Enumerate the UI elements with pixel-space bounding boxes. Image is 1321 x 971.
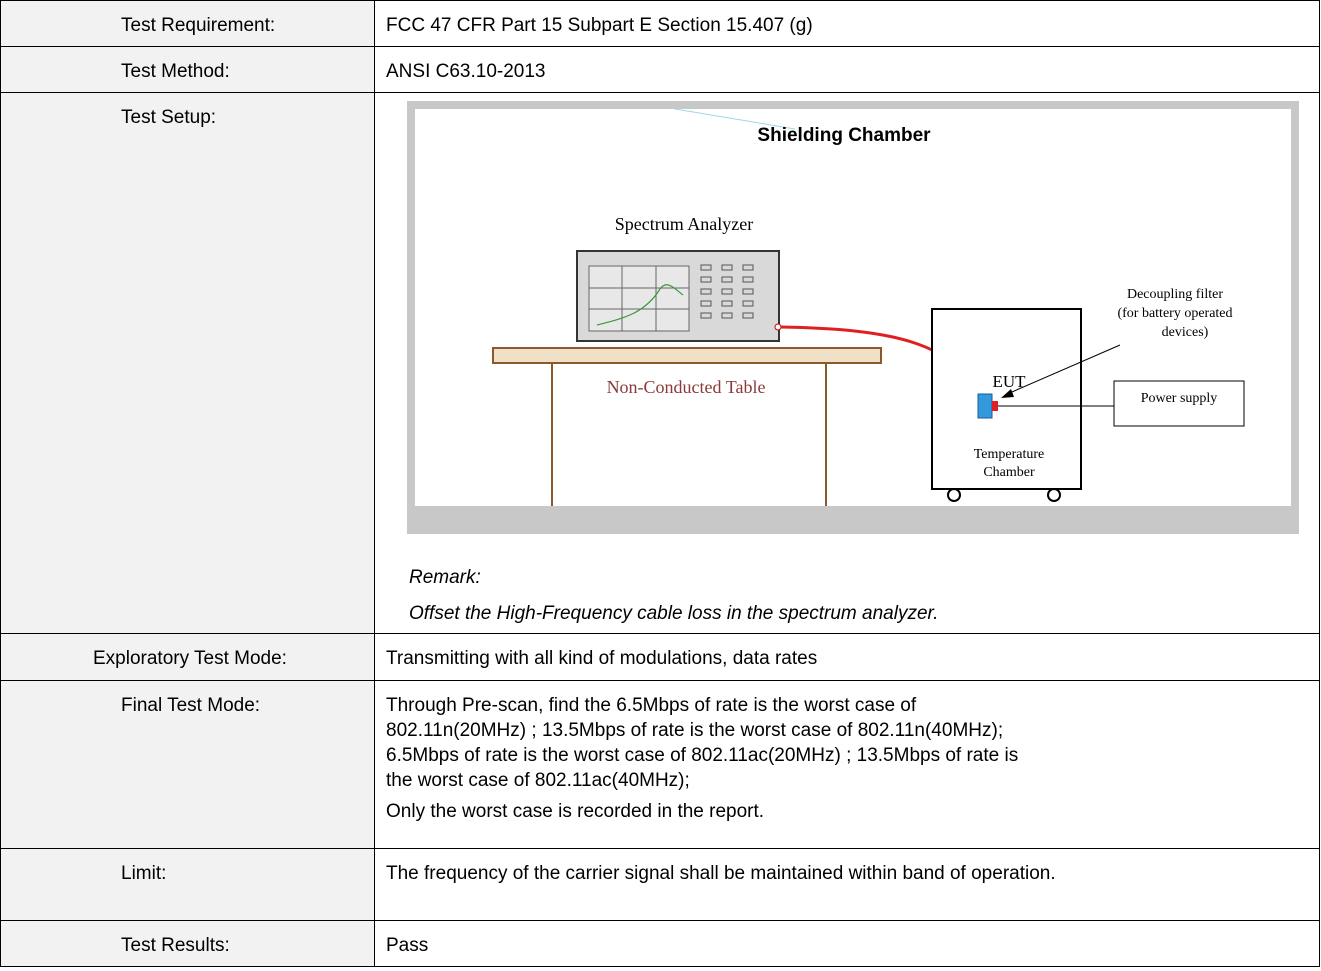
chamber-inside — [415, 109, 1291, 506]
filter — [992, 401, 998, 411]
eut — [977, 393, 993, 419]
row: Test Setup: Shielding Chamber Spectrum A… — [0, 92, 1320, 634]
text-line: 6.5Mbps of rate is the worst case of 802… — [386, 745, 1019, 766]
wheel — [1047, 488, 1061, 502]
row: Test Results: Pass — [0, 920, 1320, 967]
text-line: the worst case of 802.11ac(40MHz); — [386, 770, 690, 791]
value: ANSI C63.10-2013 — [374, 46, 1320, 93]
row: Final Test Mode: Through Pre-scan, find … — [0, 680, 1320, 849]
remark: Remark: — [409, 567, 481, 588]
value: Transmitting with all kind of modulation… — [374, 633, 1320, 681]
table-label: Non-Conducted Table — [607, 377, 766, 397]
arrow — [1004, 344, 1121, 396]
trace — [596, 284, 684, 326]
label: Test Setup: — [0, 92, 375, 634]
connector — [774, 323, 782, 331]
label: Test Results: — [0, 920, 375, 967]
value: The frequency of the carrier signal shal… — [374, 848, 1320, 921]
value: Shielding Chamber Spectrum Analyzer Non — [374, 92, 1320, 634]
analyzer-label: Spectrum Analyzer — [615, 214, 753, 234]
label: Test Method: — [0, 46, 375, 93]
wheel — [947, 488, 961, 502]
label: Exploratory Test Mode: — [0, 633, 375, 681]
decor-line — [674, 108, 796, 130]
value: FCC 47 CFR Part 15 Subpart E Section 15.… — [374, 0, 1320, 47]
temperature-chamber — [931, 308, 1082, 490]
table-top — [492, 347, 882, 364]
analyzer-screen — [588, 265, 690, 332]
value: Pass — [374, 920, 1320, 967]
row: Test Method: ANSI C63.10-2013 — [0, 46, 1320, 93]
filter-label: (for battery operated — [1117, 306, 1232, 321]
text-line: 802.11n(20MHz) ; 13.5Mbps of rate is the… — [386, 720, 1004, 741]
power-label: Power supply — [1141, 391, 1218, 406]
eut-label: EUT — [992, 372, 1026, 391]
chamber-label: Temperature — [974, 447, 1045, 462]
remark: Offset the High-Frequency cable loss in … — [409, 603, 939, 624]
row: Test Requirement: FCC 47 CFR Part 15 Sub… — [0, 0, 1320, 47]
power-supply — [1113, 380, 1245, 427]
setup-diagram: Shielding Chamber Spectrum Analyzer Non — [407, 101, 1299, 534]
label: Test Requirement: — [0, 0, 375, 47]
chamber-label: Chamber — [983, 465, 1035, 480]
label: Final Test Mode: — [0, 680, 375, 849]
diagram-title: Shielding Chamber — [757, 125, 931, 146]
value: Through Pre-scan, find the 6.5Mbps of ra… — [374, 680, 1320, 849]
filter-label: Decoupling filter — [1127, 287, 1223, 302]
note: Only the worst case is recorded in the r… — [386, 801, 765, 822]
filter-label: devices) — [1162, 325, 1209, 340]
row: Limit: The frequency of the carrier sign… — [0, 848, 1320, 921]
text-line: Through Pre-scan, find the 6.5Mbps of ra… — [386, 695, 917, 716]
row: Exploratory Test Mode: Transmitting with… — [0, 633, 1320, 681]
analyzer-buttons — [700, 264, 754, 319]
arrow-head — [1001, 389, 1014, 398]
label: Limit: — [0, 848, 375, 921]
screen-grid — [589, 266, 689, 331]
